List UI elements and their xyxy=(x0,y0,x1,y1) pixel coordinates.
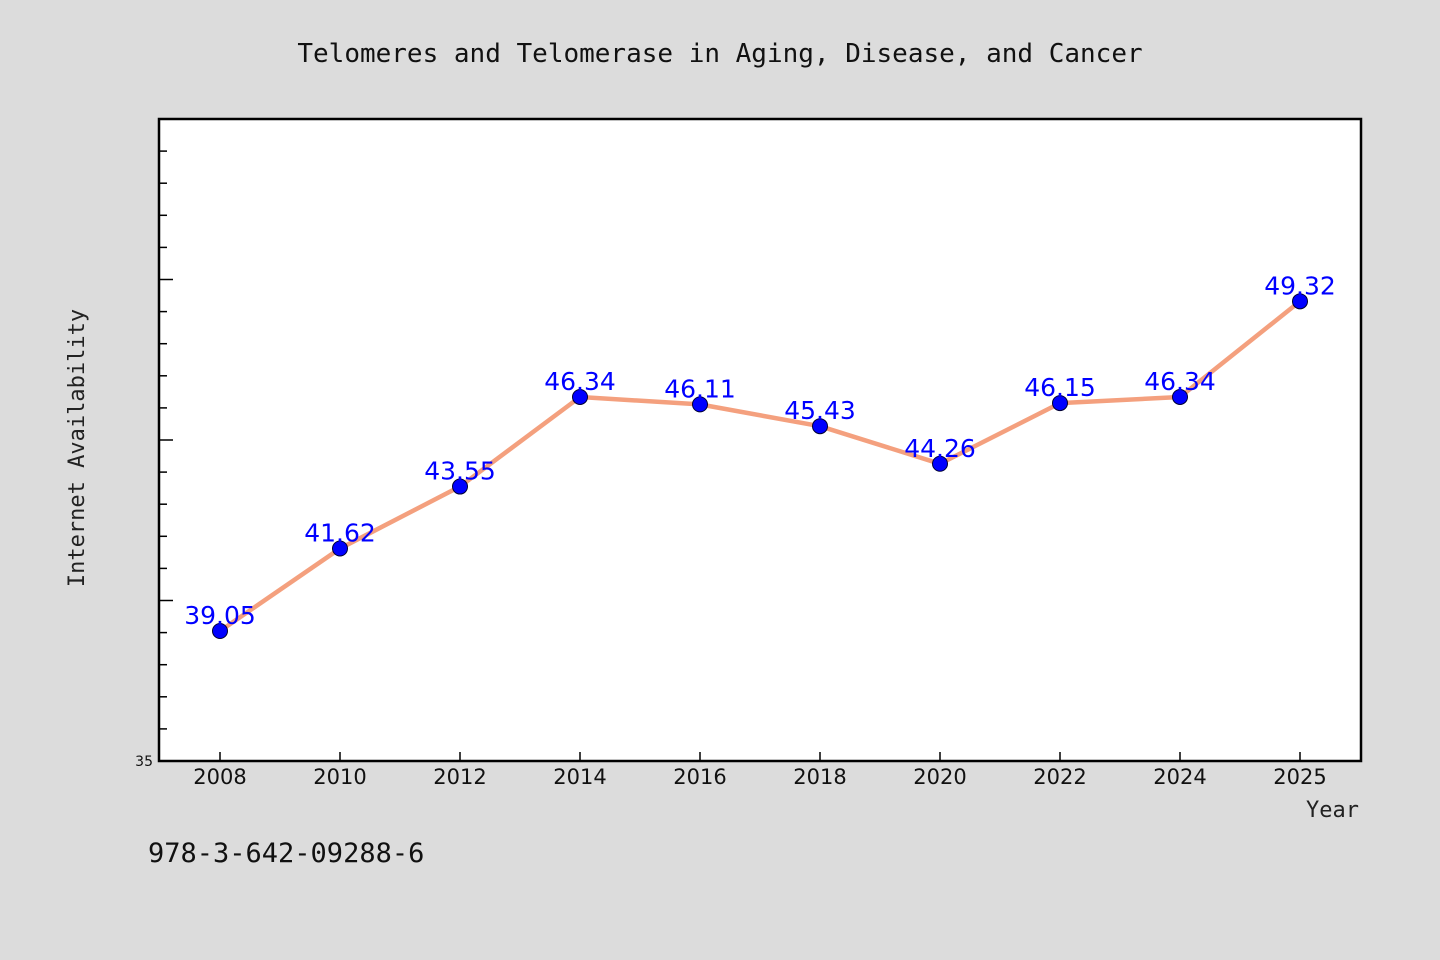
x-tick-label-2010: 2010 xyxy=(313,765,366,789)
plot-area xyxy=(157,117,1363,763)
data-point-2012 xyxy=(452,478,468,495)
data-point-2014 xyxy=(572,388,588,405)
data-label-2025: 49.32 xyxy=(1264,271,1336,300)
y-axis-label: Internet Availability xyxy=(65,309,90,587)
data-point-2018 xyxy=(812,418,828,435)
x-tick-label-2012: 2012 xyxy=(433,765,486,789)
data-label-2018: 45.43 xyxy=(784,396,856,425)
data-label-2014: 46.34 xyxy=(544,367,616,396)
data-point-2016 xyxy=(692,396,708,413)
x-tick-label-2022: 2022 xyxy=(1033,765,1086,789)
isbn-text: 978-3-642-09288-6 xyxy=(148,838,424,869)
x-tick-label-2016: 2016 xyxy=(673,765,726,789)
x-tick-label-2018: 2018 xyxy=(793,765,846,789)
data-point-2010 xyxy=(332,540,348,557)
data-label-2020: 44.26 xyxy=(904,434,976,463)
data-point-2025 xyxy=(1292,293,1308,310)
chart-title: Telomeres and Telomerase in Aging, Disea… xyxy=(297,39,1142,69)
data-labels: 39.05 41.62 43.55 46.34 46.11 45.43 44.26 46.15… xyxy=(184,271,1336,630)
x-tick-label-2020: 2020 xyxy=(913,765,966,789)
series-line xyxy=(218,299,1302,633)
data-label-2024: 46.34 xyxy=(1144,367,1216,396)
data-label-2008: 39.05 xyxy=(184,601,256,630)
x-axis-ticks: 2008 2010 2012 2014 2016 2018 2020 2022 2024 2025 xyxy=(193,752,1327,789)
data-label-2010: 41.62 xyxy=(304,518,376,547)
x-tick-label-2024: 2024 xyxy=(1153,765,1206,789)
data-point-2024 xyxy=(1172,388,1188,405)
x-tick-label-2008: 2008 xyxy=(193,765,246,789)
x-axis-label: Year xyxy=(1306,798,1359,823)
data-point-2008 xyxy=(212,622,228,639)
data-point-2020 xyxy=(932,455,948,472)
data-point-2022 xyxy=(1052,395,1068,412)
x-tick-label-2025: 2025 xyxy=(1273,765,1326,789)
data-label-2016: 46.11 xyxy=(664,374,736,403)
data-label-2012: 43.55 xyxy=(424,457,496,486)
y-min-tick-label: 35 xyxy=(135,754,153,770)
data-label-2022: 46.15 xyxy=(1024,373,1096,402)
x-tick-label-2014: 2014 xyxy=(553,765,606,789)
data-markers xyxy=(212,293,1308,639)
y-axis-ticks xyxy=(159,118,173,730)
